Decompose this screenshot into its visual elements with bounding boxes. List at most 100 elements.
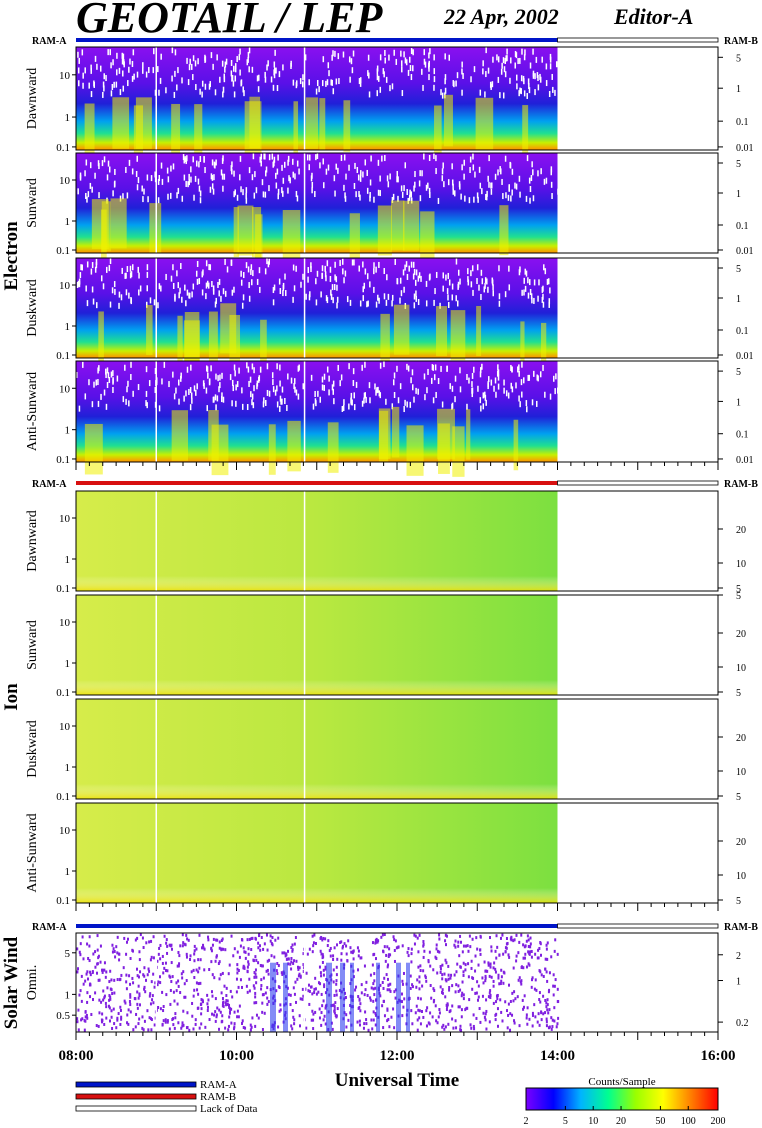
noise-pixel (414, 279, 417, 286)
noise-pixel (379, 175, 381, 182)
noise-pixel (319, 162, 321, 169)
sw-pixel (76, 1017, 79, 1021)
sw-pixel (462, 993, 465, 997)
noise-pixel (272, 161, 274, 168)
sw-pixel (153, 1023, 156, 1027)
noise-pixel (332, 380, 335, 387)
sw-pixel (528, 950, 531, 954)
noise-pixel (230, 259, 233, 266)
noise-pixel (330, 79, 332, 86)
sw-pixel (370, 1018, 373, 1022)
sw-pixel (449, 1009, 452, 1013)
sw-pixel (132, 981, 135, 985)
ram-left-label: RAM-A (32, 922, 67, 933)
legend-label: RAM-A (200, 1079, 237, 1091)
sw-pixel (246, 938, 249, 942)
noise-pixel (262, 191, 265, 198)
sw-pixel (105, 970, 108, 974)
noise-pixel (370, 155, 372, 162)
noise-pixel (259, 156, 261, 163)
noise-pixel (401, 66, 403, 73)
noise-pixel (520, 379, 523, 386)
noise-pixel (204, 56, 207, 63)
noise-pixel (533, 370, 535, 377)
sw-pixel (169, 1002, 172, 1006)
sw-pixel (266, 959, 269, 963)
noise-pixel (554, 388, 556, 395)
burst (237, 205, 254, 256)
noise-pixel (557, 277, 559, 284)
sw-pixel (244, 950, 247, 954)
sw-pixel (444, 978, 447, 982)
noise-pixel (100, 393, 102, 400)
right-tick-label: 5 (736, 584, 741, 595)
sw-pixel (487, 963, 490, 967)
right-tick-label: 10 (736, 767, 746, 778)
sw-pixel (355, 985, 358, 989)
noise-pixel (93, 81, 95, 88)
noise-pixel (130, 361, 132, 368)
noise-pixel (497, 369, 500, 376)
sw-pixel (529, 942, 532, 946)
noise-pixel (188, 173, 190, 180)
sw-pixel (258, 944, 261, 948)
sw-pixel (505, 1009, 508, 1013)
sw-pixel (224, 1001, 227, 1005)
sw-pixel (544, 998, 547, 1002)
noise-pixel (275, 67, 277, 74)
noise-pixel (348, 403, 350, 410)
sw-pixel (552, 973, 555, 977)
burst (522, 105, 529, 157)
colorbar-tick-label: 200 (711, 1116, 726, 1127)
sw-pixel (214, 1010, 217, 1014)
sw-pixel (333, 1011, 336, 1015)
noise-pixel (100, 275, 103, 282)
sw-pixel (317, 981, 320, 985)
panel-frame (75, 152, 719, 254)
sw-pixel (99, 960, 102, 964)
sw-pixel (317, 990, 320, 994)
noise-pixel (423, 153, 425, 160)
sw-pixel (518, 1024, 521, 1028)
noise-pixel (105, 372, 107, 379)
sw-pixel (235, 977, 238, 981)
noise-pixel (208, 379, 211, 386)
noise-pixel (484, 282, 486, 289)
noise-pixel (218, 386, 220, 393)
noise-pixel (302, 74, 304, 81)
noise-pixel (238, 54, 241, 61)
sw-pixel (216, 938, 219, 942)
sw-pixel (245, 984, 248, 988)
sw-pixel (374, 941, 377, 945)
noise-pixel (479, 371, 482, 378)
sw-pixel (211, 994, 214, 998)
noise-pixel (307, 267, 310, 274)
noise-pixel (242, 189, 244, 196)
noise-pixel (76, 371, 78, 378)
noise-pixel (106, 382, 109, 389)
noise-pixel (277, 193, 279, 200)
sw-pixel (495, 1012, 498, 1016)
noise-pixel (441, 401, 444, 408)
sw-pixel (474, 969, 477, 973)
noise-pixel (146, 285, 148, 292)
noise-pixel (133, 73, 135, 80)
noise-pixel (212, 188, 215, 195)
sw-pixel (537, 948, 540, 952)
noise-pixel (214, 394, 217, 401)
sw-pixel (189, 958, 192, 962)
noise-pixel (514, 62, 516, 69)
sw-pixel (95, 1024, 98, 1028)
sw-pixel (308, 989, 311, 993)
noise-pixel (455, 258, 458, 265)
sw-pixel (423, 949, 426, 953)
sw-pixel (450, 973, 453, 977)
sw-pixel (117, 1012, 120, 1016)
noise-pixel (268, 185, 270, 192)
noise-pixel (353, 404, 356, 411)
sw-pixel (137, 1022, 140, 1026)
sw-pixel (148, 940, 151, 944)
sw-pixel (80, 974, 83, 978)
noise-pixel (189, 58, 191, 65)
right-tick-label: 1 (736, 294, 741, 305)
